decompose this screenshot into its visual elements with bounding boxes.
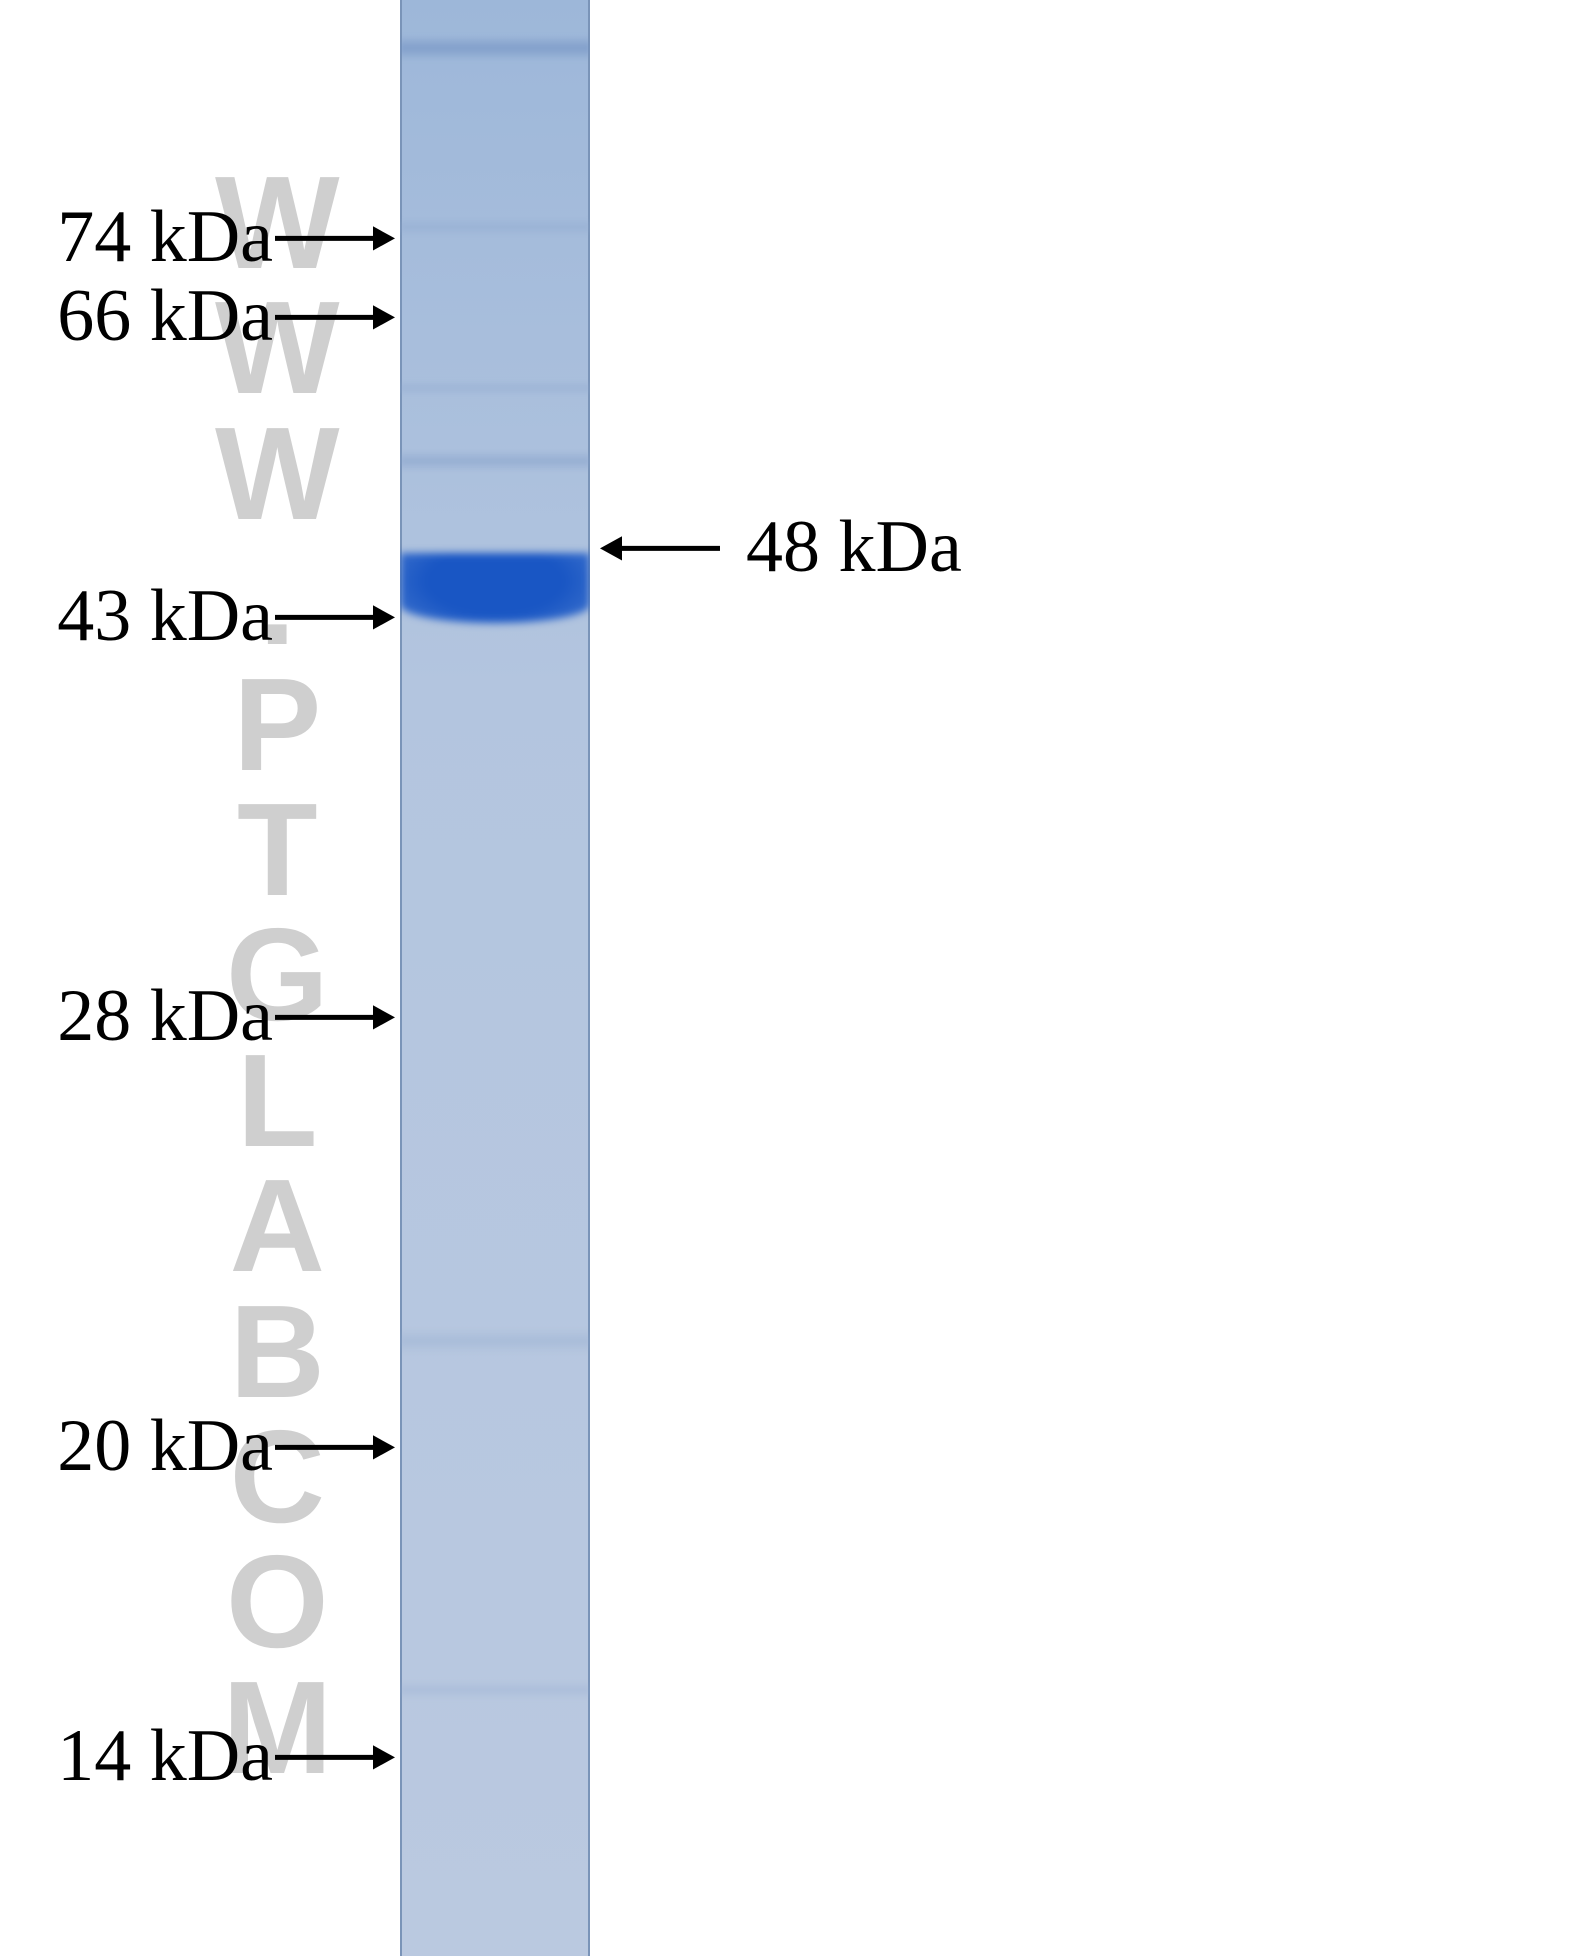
protein-main-band bbox=[400, 553, 590, 623]
result-marker: 48 kDa bbox=[600, 502, 962, 594]
arrow-right-icon bbox=[275, 1002, 395, 1033]
watermark: WWW.PTGLABCOM bbox=[215, 160, 344, 1790]
faint-band bbox=[400, 450, 590, 472]
ladder-markers-left: 74 kDa66 kDa 43 kDa 28 kDa 20 kDa 14 kDa bbox=[0, 0, 1585, 1956]
watermark-char: G bbox=[226, 912, 333, 1037]
ladder-marker-label: 43 kDa bbox=[57, 574, 273, 659]
arrow-right-icon bbox=[275, 602, 395, 633]
gel-image-figure: WWW.PTGLABCOM 74 kDa66 kDa43 kDa28 kDa20… bbox=[0, 0, 1585, 1956]
ladder-marker-label: 20 kDa bbox=[57, 1404, 273, 1489]
ladder-marker-label: 28 kDa bbox=[57, 974, 273, 1059]
ladder-marker: 14 kDa bbox=[0, 1711, 395, 1803]
ladder-marker: 43 kDa bbox=[0, 571, 395, 663]
faint-band bbox=[400, 218, 590, 236]
watermark-char: O bbox=[226, 1539, 333, 1664]
watermark-char: . bbox=[259, 536, 300, 661]
result-marker-right: 48 kDa bbox=[0, 0, 1585, 1956]
gel-lane bbox=[400, 0, 590, 1956]
watermark-char: P bbox=[233, 662, 325, 787]
ladder-marker-label: 74 kDa bbox=[57, 195, 273, 280]
arrow-left-icon bbox=[600, 533, 720, 564]
ladder-marker: 74 kDa bbox=[0, 192, 395, 284]
watermark-char: L bbox=[237, 1038, 322, 1163]
ladder-marker: 28 kDa bbox=[0, 971, 395, 1063]
arrow-right-icon bbox=[275, 1432, 395, 1463]
watermark-char: B bbox=[230, 1289, 329, 1414]
result-marker-label: 48 kDa bbox=[746, 505, 962, 590]
ladder-marker-label: 66 kDa bbox=[57, 274, 273, 359]
watermark-char: A bbox=[230, 1163, 329, 1288]
watermark-char: C bbox=[230, 1414, 329, 1539]
watermark-char: W bbox=[215, 160, 344, 285]
watermark-char: W bbox=[215, 285, 344, 410]
watermark-char: M bbox=[222, 1665, 336, 1790]
arrow-right-icon bbox=[275, 302, 395, 333]
watermark-char: W bbox=[215, 411, 344, 536]
ladder-marker: 66 kDa bbox=[0, 271, 395, 363]
watermark-char: T bbox=[237, 787, 322, 912]
faint-band bbox=[400, 1328, 590, 1354]
arrow-right-icon bbox=[275, 1742, 395, 1773]
faint-band bbox=[400, 380, 590, 396]
faint-band bbox=[400, 35, 590, 61]
ladder-marker-label: 14 kDa bbox=[57, 1714, 273, 1799]
arrow-right-icon bbox=[275, 223, 395, 254]
faint-band bbox=[400, 1680, 590, 1700]
ladder-marker: 20 kDa bbox=[0, 1401, 395, 1493]
